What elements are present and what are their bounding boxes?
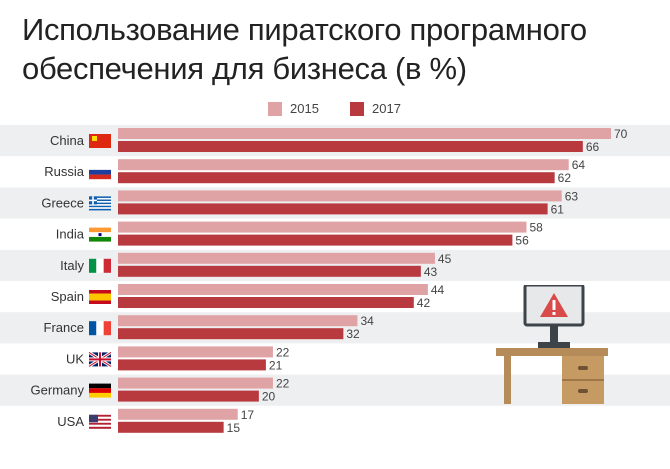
bar-2017 bbox=[118, 328, 344, 340]
data-label-2015: 22 bbox=[276, 377, 290, 391]
bar-2015 bbox=[118, 408, 238, 420]
bar-2017 bbox=[118, 141, 583, 152]
data-label-2015: 64 bbox=[572, 158, 586, 172]
data-label-2017: 43 bbox=[424, 265, 438, 279]
category-label: Germany bbox=[31, 383, 85, 398]
data-label-2017: 32 bbox=[346, 327, 360, 341]
data-label-2015: 63 bbox=[565, 189, 579, 203]
bar-2017 bbox=[118, 359, 266, 371]
bar-2017 bbox=[118, 265, 421, 277]
desk-with-warning-monitor-icon bbox=[496, 285, 608, 404]
category-label: Russia bbox=[44, 164, 85, 179]
chart-title: Использование пиратского програмного обе… bbox=[22, 10, 652, 88]
data-label-2015: 22 bbox=[276, 345, 290, 359]
bar-2017 bbox=[118, 203, 548, 215]
bar-2017 bbox=[118, 297, 414, 308]
category-label: USA bbox=[57, 414, 84, 429]
bar-2015 bbox=[118, 252, 435, 264]
bar-2017 bbox=[118, 421, 224, 433]
usa-flag bbox=[89, 414, 111, 429]
legend-swatch-2015 bbox=[268, 102, 282, 116]
italy-flag bbox=[89, 258, 111, 273]
data-label-2017: 66 bbox=[586, 140, 600, 154]
category-label: Spain bbox=[51, 289, 84, 304]
bar-2017 bbox=[118, 172, 555, 184]
data-label-2017: 42 bbox=[417, 296, 431, 310]
category-label: China bbox=[50, 133, 85, 148]
bar-2015 bbox=[118, 159, 569, 171]
bar-2017 bbox=[118, 234, 513, 246]
category-label: UK bbox=[66, 351, 84, 366]
bar-2015 bbox=[118, 284, 428, 295]
bar-2015 bbox=[118, 221, 527, 233]
category-label: Greece bbox=[41, 195, 84, 210]
data-label-2015: 58 bbox=[529, 221, 543, 235]
bar-2015 bbox=[118, 190, 562, 202]
uk-flag bbox=[88, 351, 112, 368]
data-label-2015: 45 bbox=[438, 252, 452, 266]
bar-2015 bbox=[118, 128, 611, 139]
legend-label-2015: 2015 bbox=[290, 101, 319, 116]
bar-2015 bbox=[118, 377, 273, 389]
india-flag bbox=[89, 227, 111, 242]
data-label-2015: 70 bbox=[614, 127, 628, 141]
data-label-2017: 62 bbox=[558, 171, 572, 185]
legend-label-2017: 2017 bbox=[372, 101, 401, 116]
data-label-2017: 56 bbox=[515, 234, 529, 248]
row-band bbox=[0, 374, 670, 406]
bar-2017 bbox=[118, 390, 259, 402]
data-label-2017: 20 bbox=[262, 390, 276, 404]
spain-flag bbox=[89, 290, 111, 304]
data-label-2015: 44 bbox=[431, 283, 445, 297]
category-label: Italy bbox=[60, 258, 84, 273]
chart-title-line-2: обеспечения для бизнеса (в %) bbox=[22, 51, 467, 86]
russia-flag bbox=[89, 165, 111, 180]
data-label-2015: 34 bbox=[360, 314, 374, 328]
greece-flag bbox=[89, 196, 111, 211]
china-flag bbox=[89, 134, 111, 148]
chart-title-line-1: Использование пиратского програмного bbox=[22, 12, 587, 47]
data-label-2017: 61 bbox=[551, 202, 565, 216]
legend-swatch-2017 bbox=[350, 102, 364, 116]
france-flag bbox=[89, 321, 111, 336]
germany-flag bbox=[89, 383, 111, 398]
bar-2015 bbox=[118, 315, 358, 327]
data-label-2015: 17 bbox=[241, 408, 255, 422]
category-label: France bbox=[44, 320, 84, 335]
category-label: India bbox=[56, 227, 85, 242]
data-label-2017: 21 bbox=[269, 358, 283, 372]
data-label-2017: 15 bbox=[227, 421, 241, 435]
bar-2015 bbox=[118, 346, 273, 358]
